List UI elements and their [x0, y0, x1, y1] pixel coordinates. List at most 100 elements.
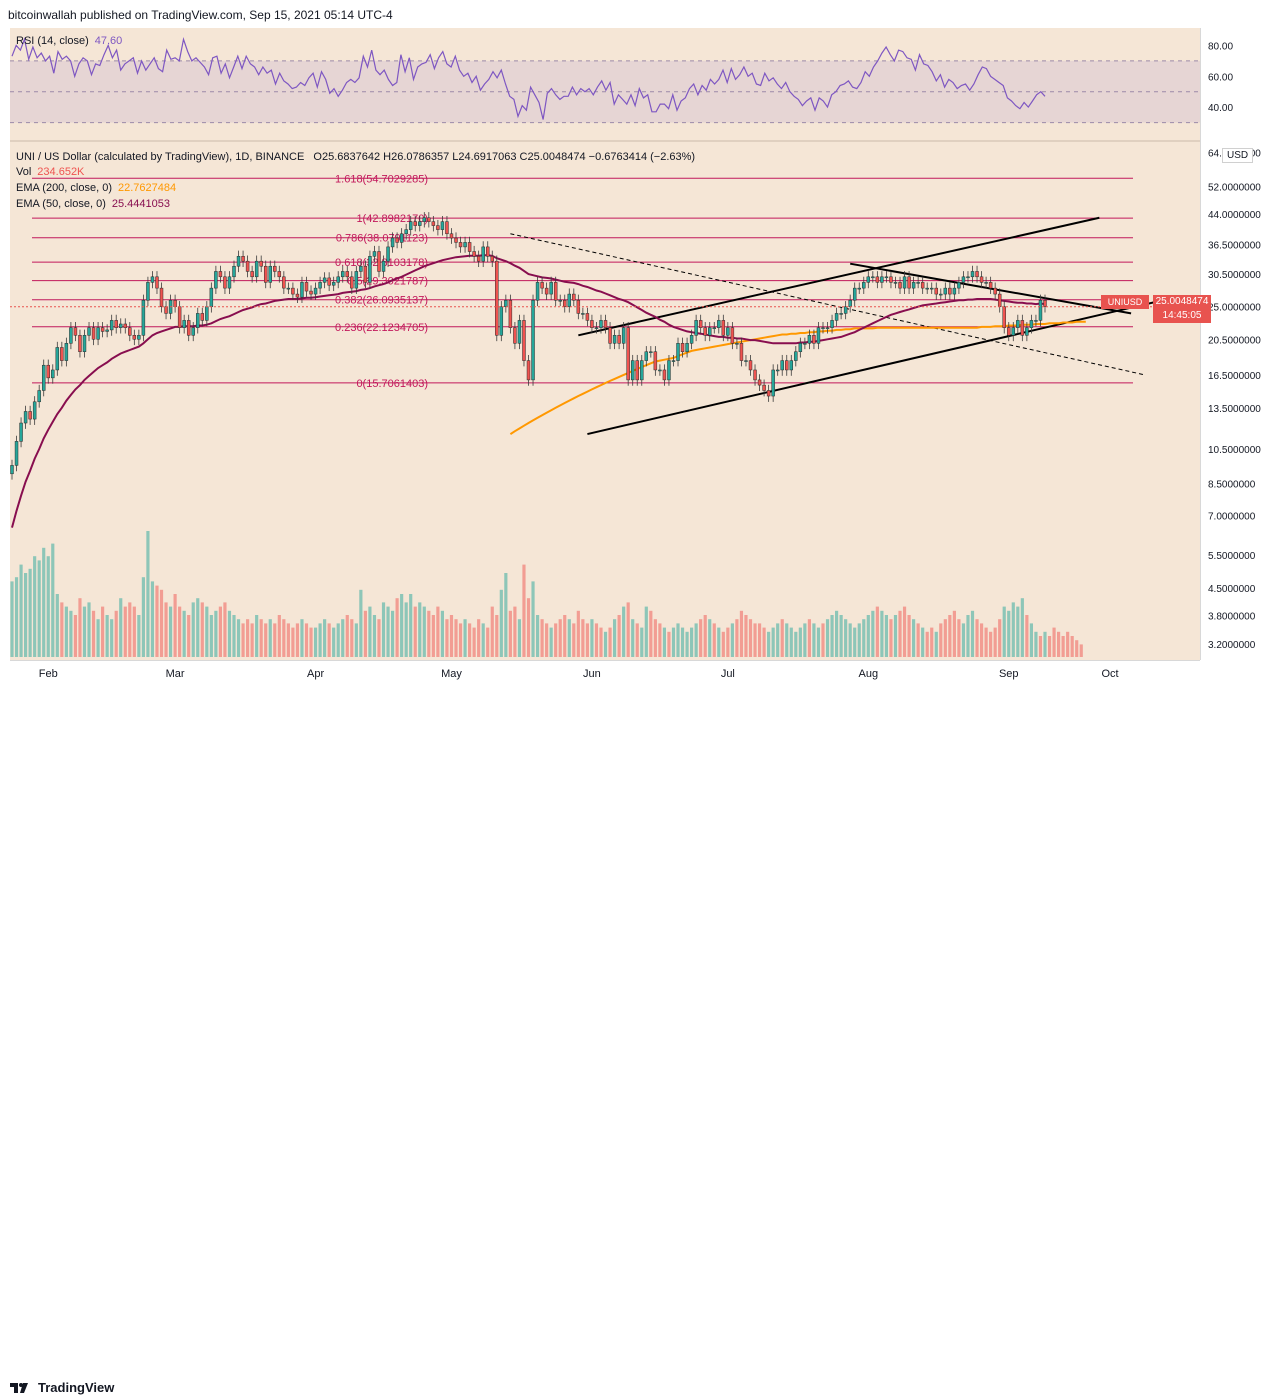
candle-body [798, 343, 803, 352]
volume-bar [708, 619, 712, 657]
candle-body [830, 320, 834, 328]
candle-body [109, 320, 114, 331]
chart-area[interactable] [10, 28, 1200, 660]
candle-body [984, 282, 988, 284]
volume-bar [993, 627, 997, 657]
volume-bar [286, 623, 290, 657]
candle-body [653, 351, 658, 371]
volume-bar [463, 619, 467, 657]
price-axis[interactable] [1200, 28, 1280, 660]
volume-bar [649, 610, 653, 657]
time-axis-tick: Aug [859, 668, 879, 680]
volume-bar [209, 615, 213, 657]
volume-bar [350, 619, 354, 657]
candle-body [1043, 300, 1047, 307]
candle-body [322, 277, 327, 283]
candle-body [920, 282, 925, 289]
candle-body [812, 335, 816, 344]
price-axis-tick: 8.5000000 [1208, 480, 1256, 491]
candle-body [268, 265, 272, 283]
volume-bar [943, 619, 947, 657]
candle-body [649, 351, 653, 353]
volume-bar [581, 619, 585, 657]
candle-body [490, 256, 494, 262]
volume-bar [690, 627, 694, 657]
candle-body [277, 271, 282, 278]
ema50-legend[interactable]: EMA (50, close, 0) 25.4441053 [16, 198, 170, 210]
volume-bar [300, 619, 304, 657]
volume-bar [368, 606, 372, 657]
volume-bar [82, 606, 87, 657]
volume-bar [839, 615, 843, 657]
volume-bar [150, 581, 155, 657]
candle-body [146, 282, 150, 301]
chart-svg[interactable]: 80.00 60.00 40.00 1.618(54.7029285) 1(42.898… [0, 0, 1280, 719]
candle-body [273, 265, 277, 272]
volume-bar [1011, 602, 1015, 657]
candle-body [517, 320, 522, 344]
time-axis-tick: Jun [583, 668, 601, 680]
volume-bar [33, 556, 37, 657]
volume-bar [227, 610, 232, 657]
volume-bar [785, 623, 789, 657]
candle-body [703, 327, 707, 336]
volume-bar [164, 602, 168, 657]
candle-body [644, 351, 649, 361]
candle-body [785, 360, 789, 371]
candle-body [504, 300, 508, 307]
volume-bar [155, 585, 159, 657]
candle-body [698, 320, 703, 328]
volume-bar [436, 606, 440, 657]
candle-body [508, 300, 513, 328]
candle-body [880, 276, 884, 283]
candle-body [630, 360, 635, 381]
volume-bar [449, 615, 454, 657]
volume-bar [504, 573, 508, 657]
pane-separator[interactable] [10, 140, 1200, 142]
time-axis[interactable] [10, 660, 1200, 685]
volume-bar [87, 602, 91, 657]
ema200-legend[interactable]: EMA (200, close, 0) 22.7627484 [16, 182, 176, 194]
volume-bar [173, 594, 177, 657]
candle-body [10, 465, 14, 475]
candle-body [55, 347, 60, 371]
volume-bar [132, 606, 136, 657]
last-price: 25.0048474 [1155, 296, 1209, 307]
volume-bar [857, 623, 861, 657]
candle-body [209, 287, 214, 307]
volume-bar [187, 615, 191, 657]
trendline-channel-upper [578, 216, 1100, 337]
candle-body [499, 306, 504, 336]
volume-bar [445, 619, 449, 657]
volume-bar [178, 606, 182, 657]
candle-body [41, 364, 46, 391]
volume-bar [119, 598, 123, 657]
volume-bar [168, 606, 173, 657]
candle-body [436, 225, 440, 230]
candle-body [87, 327, 91, 336]
volume-bar [975, 619, 979, 657]
volume-bar [757, 623, 762, 657]
candle-body [911, 282, 916, 289]
currency-badge[interactable]: USD [1222, 148, 1254, 163]
volume-legend[interactable]: Vol 234.652K [16, 166, 84, 178]
volume-bar [223, 602, 227, 657]
volume-bar [667, 631, 671, 657]
candle-body [943, 287, 948, 295]
candle-body [390, 237, 395, 248]
volume-bar [1038, 636, 1043, 657]
volume-bar [703, 615, 707, 657]
candle-body [395, 237, 399, 243]
candle-body [626, 327, 630, 381]
volume-bar [825, 619, 830, 657]
volume-bar [264, 623, 268, 657]
candle-body [997, 293, 1002, 307]
candle-body [744, 360, 748, 362]
rsi-legend[interactable]: RSI (14, close) 47.60 [16, 35, 122, 47]
trendline-descending-dashed [510, 233, 1145, 376]
symbol-legend[interactable]: UNI / US Dollar (calculated by TradingVi… [16, 151, 695, 163]
candle-body [1034, 320, 1038, 322]
volume-bar [10, 581, 14, 657]
tradingview-logo[interactable]: TradingView [10, 1380, 114, 1395]
time-axis-tick: Mar [166, 668, 185, 680]
